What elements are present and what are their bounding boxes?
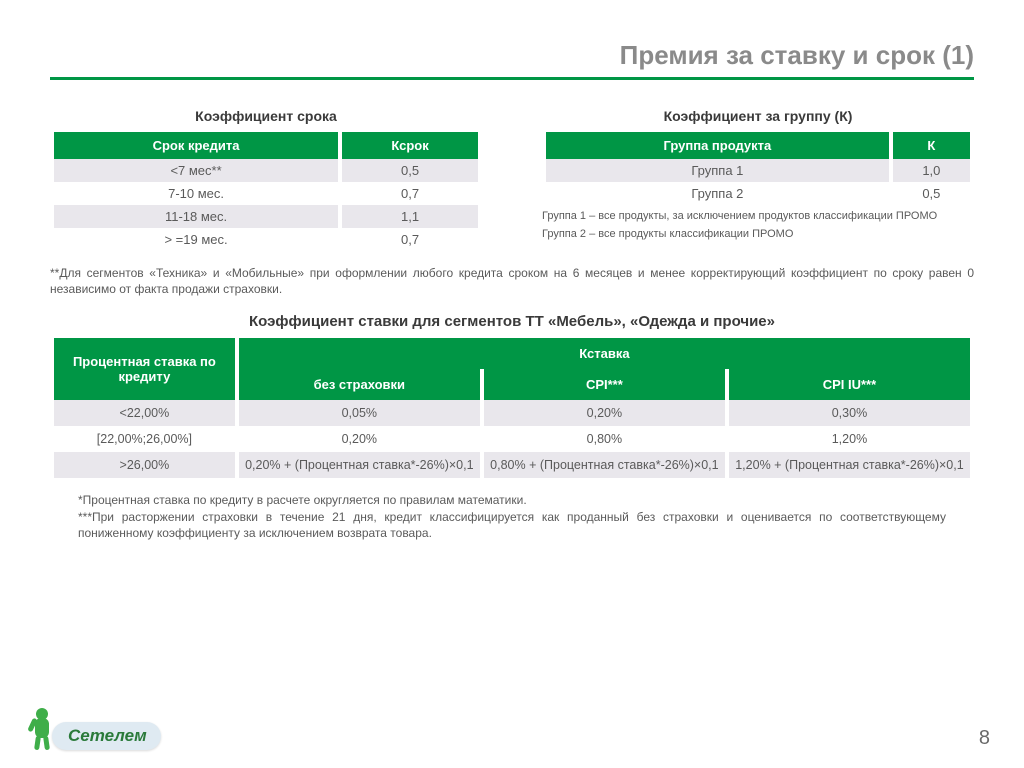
slide-title: Премия за ставку и срок (1) bbox=[50, 40, 974, 71]
term-col: Коэффициент срока Срок кредита Ксрок <7 … bbox=[50, 108, 482, 251]
table-cell: 0,20% + (Процентная ставка*-26%)×0,1 bbox=[239, 452, 480, 478]
footnotes: *Процентная ставка по кредиту в расчете … bbox=[78, 492, 946, 541]
rate-sub-0: без страховки bbox=[239, 369, 480, 400]
table-cell: 1,20% bbox=[729, 426, 970, 452]
title-underline bbox=[50, 77, 974, 80]
table-cell: 1,1 bbox=[342, 205, 478, 228]
footnote-1: *Процентная ставка по кредиту в расчете … bbox=[78, 492, 946, 508]
table-cell: <22,00% bbox=[54, 400, 235, 426]
table-cell: > =19 мес. bbox=[54, 228, 338, 251]
table-cell: 0,7 bbox=[342, 228, 478, 251]
group-table: Группа продукта К Группа 11,0 Группа 20,… bbox=[542, 132, 974, 205]
table-cell: 0,20% bbox=[239, 426, 480, 452]
group-col: Коэффициент за группу (К) Группа продукт… bbox=[542, 108, 974, 251]
table-cell: 0,80% + (Процентная ставка*-26%)×0,1 bbox=[484, 452, 725, 478]
table-cell: Группа 2 bbox=[546, 182, 889, 205]
table-cell: 11-18 мес. bbox=[54, 205, 338, 228]
group-note-2: Группа 2 – все продукты классификации ПР… bbox=[542, 227, 974, 241]
footnote-2: ***При расторжении страховки в течение 2… bbox=[78, 509, 946, 541]
table-cell: 1,20% + (Процентная ставка*-26%)×0,1 bbox=[729, 452, 970, 478]
rate-th-span: Кставка bbox=[239, 338, 970, 369]
rate-sub-1: CPI*** bbox=[484, 369, 725, 400]
term-th-1: Ксрок bbox=[342, 132, 478, 159]
slide-container: Премия за ставку и срок (1) Коэффициент … bbox=[0, 0, 1024, 768]
group-note-1: Группа 1 – все продукты, за исключением … bbox=[542, 209, 974, 223]
rate-table-title: Коэффициент ставки для сегментов ТТ «Меб… bbox=[50, 313, 974, 330]
table-cell: 7-10 мес. bbox=[54, 182, 338, 205]
rate-table: Процентная ставка по кредиту Кставка без… bbox=[50, 338, 974, 478]
mid-note: **Для сегментов «Техника» и «Мобильные» … bbox=[50, 265, 974, 297]
group-th-0: Группа продукта bbox=[546, 132, 889, 159]
top-tables-row: Коэффициент срока Срок кредита Ксрок <7 … bbox=[50, 108, 974, 251]
table-cell: 0,5 bbox=[342, 159, 478, 182]
brand-logo: Сетелем bbox=[28, 706, 161, 750]
group-table-title: Коэффициент за группу (К) bbox=[542, 108, 974, 124]
table-cell: 0,05% bbox=[239, 400, 480, 426]
table-cell: [22,00%;26,00%] bbox=[54, 426, 235, 452]
table-cell: 0,30% bbox=[729, 400, 970, 426]
term-th-0: Срок кредита bbox=[54, 132, 338, 159]
table-cell: >26,00% bbox=[54, 452, 235, 478]
mascot-icon bbox=[28, 706, 56, 750]
group-th-1: К bbox=[893, 132, 970, 159]
table-cell: 0,80% bbox=[484, 426, 725, 452]
table-cell: 0,20% bbox=[484, 400, 725, 426]
rate-sub-2: CPI IU*** bbox=[729, 369, 970, 400]
table-cell: 0,5 bbox=[893, 182, 970, 205]
page-number: 8 bbox=[979, 727, 990, 750]
term-table: Срок кредита Ксрок <7 мес**0,5 7-10 мес.… bbox=[50, 132, 482, 251]
table-cell: 0,7 bbox=[342, 182, 478, 205]
term-table-title: Коэффициент срока bbox=[50, 108, 482, 124]
table-cell: Группа 1 bbox=[546, 159, 889, 182]
table-cell: <7 мес** bbox=[54, 159, 338, 182]
logo-text: Сетелем bbox=[52, 722, 161, 750]
rate-th-col1: Процентная ставка по кредиту bbox=[54, 338, 235, 400]
table-cell: 1,0 bbox=[893, 159, 970, 182]
